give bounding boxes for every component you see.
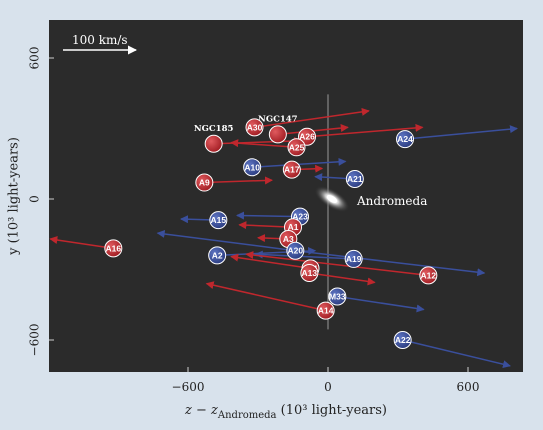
satellite-a21: A21 — [345, 170, 364, 189]
satellite-marker — [419, 266, 438, 285]
plot-background — [49, 20, 523, 372]
satellite-a13: A13 — [300, 264, 319, 283]
satellite-label: A25 — [289, 142, 305, 152]
satellite-label: A1 — [288, 222, 299, 232]
velocity-arrow-m33 — [337, 295, 425, 313]
velocity-arrow-ngc185 — [213, 136, 303, 145]
velocity-arrow-a19 — [254, 250, 354, 260]
satellite-a25: A25 — [287, 138, 306, 157]
velocity-arrow-a25 — [230, 139, 297, 149]
velocity-arrow-a24 — [404, 125, 518, 140]
andromeda-label: Andromeda — [356, 194, 427, 208]
satellite-label: M33 — [329, 292, 346, 302]
satellite-a20: A20 — [286, 241, 305, 260]
scale-arrow-label: 100 km/s — [72, 33, 128, 47]
andromeda-galaxy-core — [326, 194, 338, 204]
satellite-a14: A14 — [316, 301, 335, 320]
satellite-marker — [104, 239, 123, 258]
satellite-marker — [245, 118, 264, 137]
velocity-arrow-a9 — [204, 176, 273, 185]
axes: 100 km/s — [49, 33, 469, 372]
x-axis-label-units: (10³ light-years) — [277, 403, 387, 418]
satellite-a22: A22 — [393, 331, 412, 349]
satellite-a24: A24 — [396, 130, 414, 149]
y-tick-label: 600 — [28, 47, 42, 70]
satellite-marker — [208, 246, 227, 265]
satellite-marker — [286, 241, 305, 260]
satellite-label: A12 — [421, 270, 437, 280]
satellite-label: A30 — [247, 122, 263, 132]
satellite-label: A23 — [292, 212, 308, 222]
satellite-ngc185: NGC185 — [194, 124, 234, 153]
satellite-marker — [204, 134, 223, 153]
satellite-ngc147: NGC147 — [258, 114, 298, 144]
velocity-arrow-a20 — [156, 229, 296, 252]
satellite-label: A22 — [395, 335, 411, 345]
y-axis-label: y (10³ light-years) — [7, 137, 22, 256]
velocity-arrow-a14 — [205, 281, 326, 312]
velocity-arrow-a13 — [309, 272, 376, 286]
satellite-marker — [243, 158, 262, 177]
satellite-marker — [393, 331, 412, 349]
satellite-label: A3 — [283, 234, 294, 244]
velocity-arrow-a23 — [236, 211, 301, 220]
satellite-a12: A12 — [419, 266, 438, 285]
satellite-label: A14 — [318, 306, 334, 316]
satellite-label: NGC147 — [258, 114, 298, 124]
x-tick-label: 0 — [324, 380, 332, 394]
satellite-marker — [287, 138, 306, 157]
satellite-marker — [282, 160, 301, 179]
velocity-arrow-a26 — [306, 123, 424, 138]
satellite-marker — [300, 264, 319, 283]
satellite-marker — [209, 211, 228, 230]
satellite-label: A10 — [244, 162, 260, 172]
satellite-label: A20 — [288, 246, 304, 256]
satellite-marker — [344, 249, 363, 268]
satellite-marker — [345, 170, 364, 189]
satellite-label: A2 — [212, 250, 223, 260]
y-tick-label: −600 — [28, 324, 42, 357]
x-tick-label: −600 — [172, 380, 205, 394]
satellite-label: A17 — [284, 165, 300, 175]
x-tick-label: 600 — [457, 380, 480, 394]
satellite-a9: A9 — [195, 173, 214, 192]
satellite-label: A15 — [211, 215, 227, 225]
satellite-a10: A10 — [243, 158, 262, 177]
satellite-label: A21 — [347, 174, 363, 184]
satellite-a15: A15 — [209, 211, 228, 230]
x-axis-label-main: z − z — [184, 403, 218, 418]
velocity-arrow-a12 — [245, 251, 429, 277]
satellite-label: A26 — [299, 132, 315, 142]
satellite-a17: A17 — [282, 160, 301, 179]
satellite-label: A24 — [397, 134, 413, 144]
satellite-a16: A16 — [104, 239, 123, 258]
y-tick-label: 0 — [28, 195, 42, 203]
velocity-arrow-a11 — [230, 253, 311, 270]
satellite-label: A13 — [302, 268, 318, 278]
satellite-marker — [396, 130, 414, 149]
satellite-marker — [328, 287, 347, 306]
satellite-label: A9 — [199, 178, 210, 188]
satellite-a19: A19 — [344, 249, 363, 268]
satellite-label: NGC185 — [194, 124, 234, 134]
satellite-a30: A30 — [245, 118, 264, 137]
satellite-marker — [316, 301, 335, 320]
x-axis-label-subscript: Andromeda — [217, 410, 277, 421]
x-axis-label: z − zAndromeda (10³ light-years) — [184, 403, 387, 421]
satellite-m33: M33 — [328, 287, 347, 306]
satellite-a2: A2 — [208, 246, 227, 265]
blue-long-arrow-A20 — [295, 249, 486, 277]
satellite-label: A19 — [346, 254, 362, 264]
satellite-marker — [268, 125, 287, 144]
andromeda-galaxy: Andromeda — [314, 185, 427, 213]
satellite-marker — [195, 173, 214, 192]
satellite-label: A16 — [106, 243, 122, 253]
velocity-arrow-a22 — [402, 339, 511, 369]
velocity-arrow-a30 — [254, 107, 370, 129]
velocity-arrow-a16 — [49, 236, 114, 250]
